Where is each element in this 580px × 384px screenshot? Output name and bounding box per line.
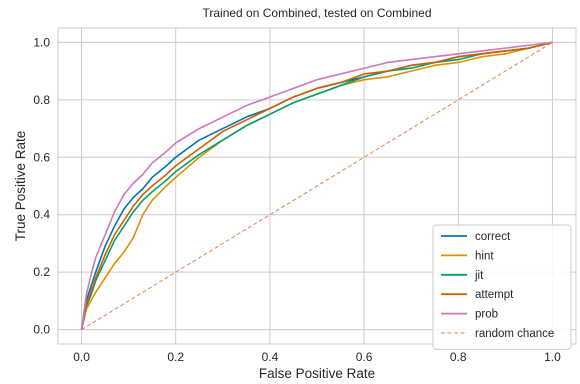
series-line-prob	[80, 41, 553, 330]
legend-label: prob	[475, 309, 498, 321]
x-tick-label: 0.0	[73, 350, 90, 364]
series-layer	[80, 41, 553, 331]
x-tick-label: 0.4	[262, 350, 279, 364]
chart-title: Trained on Combined, tested on Combined	[202, 6, 431, 20]
y-tick-label: 1.0	[33, 35, 50, 49]
legend-label: random chance	[475, 328, 554, 340]
legend-label: attempt	[475, 289, 514, 301]
legend-label: hint	[475, 250, 494, 262]
legend-label: jit	[474, 270, 484, 282]
x-tick-labels: 0.0 0.2 0.4 0.6 0.8 1.0	[73, 350, 561, 364]
y-tick-label: 0.4	[33, 208, 50, 222]
legend: correct hint jit attempt prob random chance	[432, 224, 572, 350]
x-tick-label: 0.8	[450, 350, 467, 364]
y-tick-labels: 0.0 0.2 0.4 0.6 0.8 1.0	[33, 35, 50, 336]
legend-label: correct	[475, 231, 511, 243]
x-tick-label: 0.2	[167, 350, 184, 364]
series-line-attempt	[80, 41, 553, 330]
y-tick-label: 0.2	[33, 265, 50, 279]
series-line-random-chance	[81, 41, 553, 331]
x-tick-label: 0.6	[356, 350, 373, 364]
y-axis-label: True Positive Rate	[13, 131, 28, 242]
y-tick-label: 0.6	[33, 150, 50, 164]
plot-frame	[57, 27, 577, 345]
series-line-jit	[80, 41, 553, 330]
x-axis-label: False Positive Rate	[259, 366, 375, 381]
y-tick-label: 0.0	[33, 323, 50, 337]
x-tick-label: 1.0	[544, 350, 561, 364]
y-tick-label: 0.8	[33, 93, 50, 107]
legend-box	[432, 224, 572, 350]
